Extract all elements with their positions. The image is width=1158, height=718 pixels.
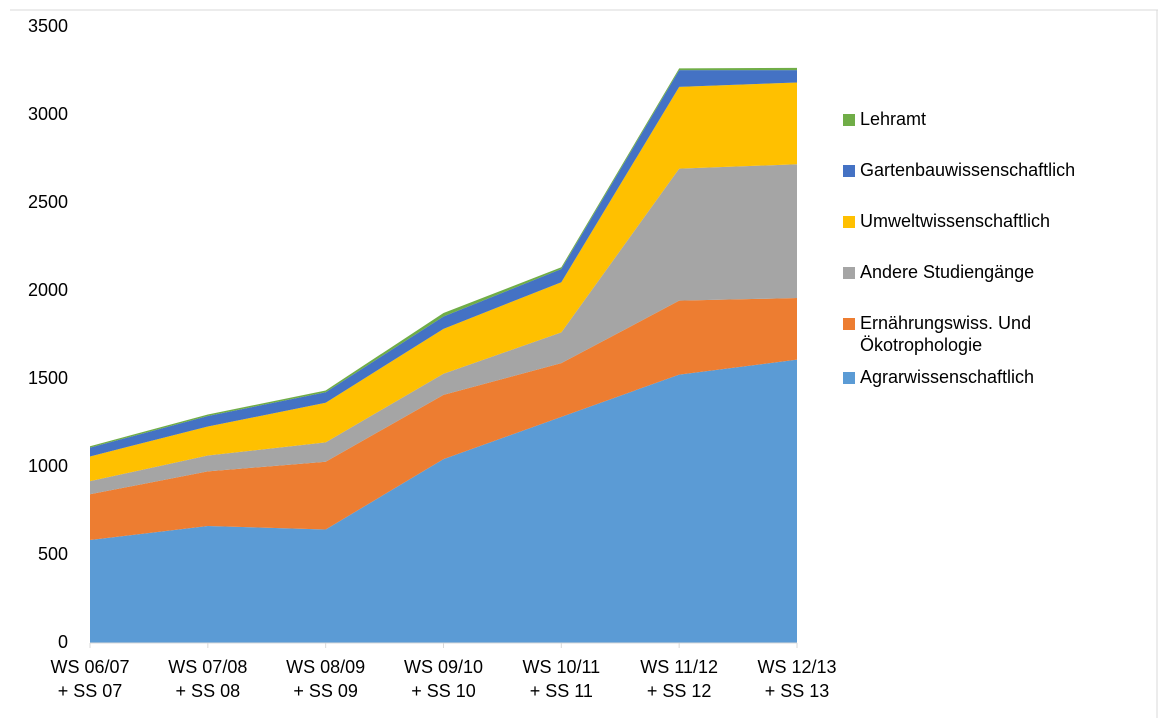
y-tick-label: 2500 — [28, 192, 68, 212]
area — [90, 164, 797, 495]
legend-swatch — [843, 372, 855, 384]
y-tick-label: 3500 — [28, 16, 68, 36]
legend-item: Andere Studiengänge — [843, 261, 1083, 312]
area — [90, 82, 797, 482]
y-tick-label: 3000 — [28, 104, 68, 124]
legend-swatch — [843, 114, 855, 126]
x-tick-label: WS 08/09 + SS 09 — [286, 657, 366, 701]
x-tick-label: WS 10/11 + SS 11 — [522, 657, 601, 701]
area — [90, 359, 797, 643]
legend-swatch — [843, 318, 855, 330]
x-tick-label: WS 06/07 + SS 07 — [50, 657, 130, 701]
legend-item: Gartenbauwissenschaftlich — [843, 159, 1083, 210]
legend-label: Umweltwissenschaftlich — [860, 211, 1051, 231]
legend-label: Gartenbauwissenschaftlich — [860, 160, 1076, 180]
y-tick-label: 1000 — [28, 456, 68, 476]
x-tick-label: WS 11/12 + SS 12 — [640, 657, 719, 701]
legend-label: Ernährungswiss. Und Ökotrophologie — [860, 313, 1032, 355]
legend-swatch — [843, 165, 855, 177]
x-tick-label: WS 12/13 + SS 13 — [757, 657, 837, 701]
legend-item: Lehramt — [843, 108, 1083, 159]
y-tick-label: 1500 — [28, 368, 68, 388]
legend-item: Ernährungswiss. Und Ökotrophologie — [843, 312, 1083, 366]
legend-label: Andere Studiengänge — [860, 262, 1035, 282]
y-tick-label: 500 — [38, 544, 68, 564]
x-tick-label: WS 07/08 + SS 08 — [168, 657, 248, 701]
legend: Lehramt Gartenbauwissenschaftlich Umweltwi… — [843, 108, 1083, 417]
legend-label: Agrarwissenschaftlich — [860, 367, 1035, 387]
legend-label: Lehramt — [860, 109, 927, 129]
legend-swatch — [843, 267, 855, 279]
x-tick-label: WS 09/10 + SS 10 — [403, 657, 484, 701]
y-tick-label: 0 — [58, 632, 68, 652]
legend-item: Agrarwissenschaftlich — [843, 366, 1083, 417]
area — [90, 298, 797, 541]
y-tick-label: 2000 — [28, 280, 68, 300]
legend-item: Umweltwissenschaftlich — [843, 210, 1083, 261]
legend-swatch — [843, 216, 855, 228]
